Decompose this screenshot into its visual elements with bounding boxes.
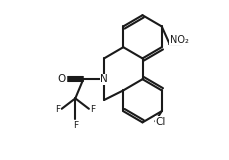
Text: NO₂: NO₂	[170, 35, 188, 45]
Text: F: F	[73, 121, 78, 130]
Text: N: N	[100, 74, 108, 84]
Text: F: F	[55, 105, 60, 114]
Text: F: F	[90, 105, 95, 114]
Text: Cl: Cl	[156, 117, 166, 127]
Text: O: O	[57, 74, 65, 84]
